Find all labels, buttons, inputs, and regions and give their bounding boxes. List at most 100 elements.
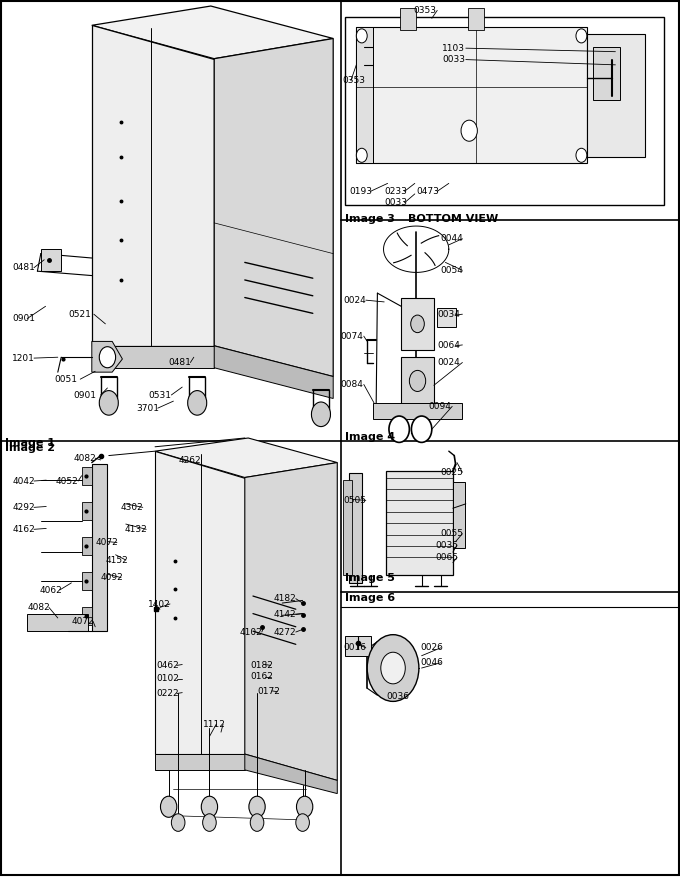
Text: 4262: 4262 [178, 456, 201, 465]
Text: 0033: 0033 [442, 55, 465, 64]
Text: 0462: 0462 [156, 660, 179, 669]
Text: 1112: 1112 [203, 719, 226, 728]
Circle shape [576, 149, 587, 163]
Text: 0044: 0044 [441, 234, 463, 243]
Circle shape [160, 796, 177, 817]
Text: 0036: 0036 [386, 691, 409, 700]
Circle shape [201, 796, 218, 817]
Circle shape [367, 635, 419, 702]
Text: 0233: 0233 [384, 187, 407, 196]
Text: 4152: 4152 [105, 555, 128, 564]
Circle shape [296, 814, 309, 831]
Polygon shape [92, 26, 214, 346]
Text: 4292: 4292 [12, 503, 35, 511]
Bar [587, 35, 645, 158]
Text: 0051: 0051 [54, 374, 78, 383]
Text: 4302: 4302 [121, 503, 143, 511]
Circle shape [311, 403, 330, 427]
Text: 0094: 0094 [428, 402, 452, 410]
Text: 4042: 4042 [12, 476, 35, 485]
Text: 0055: 0055 [441, 529, 464, 538]
Polygon shape [214, 346, 333, 399]
Text: Image 3: Image 3 [345, 214, 394, 225]
Circle shape [249, 796, 265, 817]
Text: 4142: 4142 [274, 610, 296, 618]
Circle shape [203, 814, 216, 831]
Polygon shape [92, 7, 333, 60]
Text: 0481: 0481 [12, 263, 35, 272]
Bar [356, 28, 373, 164]
Bar [593, 48, 620, 101]
Text: 0064: 0064 [437, 340, 460, 349]
Text: 4102: 4102 [240, 627, 262, 636]
Text: 4072: 4072 [95, 538, 118, 546]
Text: 4272: 4272 [274, 627, 296, 636]
Text: 0074: 0074 [340, 332, 363, 340]
Circle shape [356, 149, 367, 163]
Text: 0182: 0182 [250, 660, 273, 669]
Text: 0193: 0193 [350, 187, 373, 196]
Text: 4082: 4082 [27, 602, 50, 611]
Text: Image 2: Image 2 [5, 442, 56, 453]
Polygon shape [155, 438, 337, 478]
Text: 4182: 4182 [274, 594, 296, 602]
Circle shape [188, 391, 207, 416]
Circle shape [99, 347, 116, 368]
Circle shape [171, 814, 185, 831]
Text: 4162: 4162 [12, 524, 35, 533]
Text: 0521: 0521 [68, 310, 91, 318]
Text: 0901: 0901 [73, 390, 97, 399]
Bar [386, 472, 453, 575]
Text: 0065: 0065 [435, 553, 458, 561]
Text: 0033: 0033 [384, 198, 407, 207]
Circle shape [381, 652, 405, 684]
Text: 4082: 4082 [73, 453, 96, 462]
Text: 0222: 0222 [156, 688, 179, 697]
Bar [401, 358, 434, 406]
Text: 3701: 3701 [136, 403, 159, 412]
Polygon shape [155, 452, 245, 754]
Polygon shape [92, 465, 107, 631]
Polygon shape [245, 754, 337, 794]
Text: 0162: 0162 [250, 672, 273, 681]
Polygon shape [155, 754, 245, 770]
Text: 0353: 0353 [413, 6, 437, 15]
Polygon shape [82, 503, 92, 520]
Text: 0172: 0172 [257, 687, 280, 695]
Bar [349, 474, 362, 583]
Polygon shape [92, 342, 122, 373]
Text: 1402: 1402 [148, 599, 171, 608]
Text: 4062: 4062 [39, 585, 62, 594]
Polygon shape [82, 608, 92, 625]
Text: 4092: 4092 [101, 573, 123, 581]
Circle shape [576, 30, 587, 44]
Circle shape [411, 417, 432, 443]
Polygon shape [27, 614, 88, 631]
Bar [400, 9, 416, 31]
Text: 4132: 4132 [124, 524, 147, 533]
Text: Image 5: Image 5 [345, 572, 394, 582]
Text: 0024: 0024 [343, 296, 366, 304]
Text: 0026: 0026 [420, 643, 443, 652]
Text: Image 4: Image 4 [345, 431, 395, 442]
Circle shape [296, 796, 313, 817]
Polygon shape [214, 39, 333, 377]
Polygon shape [373, 403, 462, 419]
Text: 0035: 0035 [435, 540, 458, 549]
Bar [453, 482, 465, 548]
Polygon shape [92, 346, 214, 368]
Bar [343, 481, 352, 575]
Text: BOTTOM VIEW: BOTTOM VIEW [408, 214, 498, 225]
Circle shape [461, 121, 477, 142]
Text: 0473: 0473 [416, 187, 439, 196]
Text: 4072: 4072 [71, 617, 94, 625]
Text: 0054: 0054 [441, 266, 464, 275]
Circle shape [99, 391, 118, 416]
Bar [437, 309, 456, 328]
Polygon shape [41, 250, 61, 272]
Circle shape [411, 316, 424, 333]
Bar [345, 18, 664, 206]
Text: 0046: 0046 [420, 658, 443, 667]
Circle shape [250, 814, 264, 831]
Circle shape [356, 30, 367, 44]
